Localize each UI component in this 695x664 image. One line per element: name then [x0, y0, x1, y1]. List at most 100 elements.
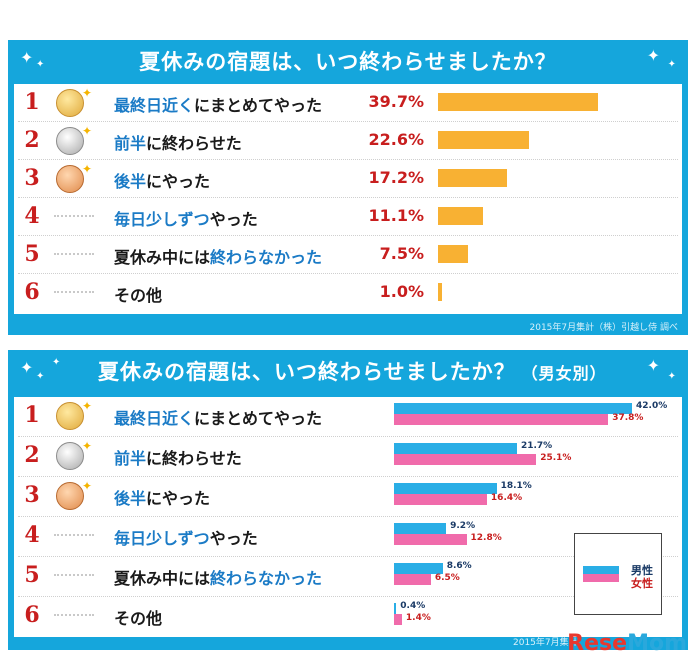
answer-label-post: やった — [209, 210, 258, 229]
chart-row: 3 ✦ 後半にやった 17.2% — [14, 160, 682, 198]
answer-label: その他 — [114, 605, 162, 629]
row-separator — [18, 516, 678, 517]
rank-number: 3 — [24, 165, 40, 191]
bar-male — [394, 603, 397, 614]
bar — [438, 169, 508, 187]
answer-label-pre: その他 — [114, 286, 163, 305]
rank-dots — [54, 614, 94, 616]
bar-male — [394, 443, 517, 454]
answer-label-pre: その他 — [114, 609, 163, 628]
rank-number: 2 — [24, 127, 40, 153]
value-label-male: 21.7% — [520, 441, 553, 451]
bar-female — [394, 414, 609, 425]
footnote: 2015年7月集計（株）引越し侍 調べ — [529, 323, 679, 333]
sparkle-icon: ✦ — [20, 48, 34, 67]
value-label-female: 6.5% — [434, 573, 460, 583]
answer-label-post: に終わらせた — [146, 134, 242, 153]
answer-label: 後半にやった — [114, 485, 210, 509]
answer-label-highlight: 終わらなかった — [210, 248, 323, 267]
star-icon: ✦ — [82, 124, 93, 138]
answer-label: 後半にやった — [114, 168, 210, 192]
rank-number: 6 — [24, 279, 40, 305]
answer-label: 毎日少しずつやった — [114, 525, 258, 549]
medal-icon — [56, 442, 84, 470]
rank-number: 6 — [24, 602, 40, 628]
answer-label-highlight: 後半 — [114, 489, 147, 508]
star-icon: ✦ — [82, 439, 93, 453]
legend-swatch-female — [583, 574, 619, 582]
value-label-male: 18.1% — [500, 481, 532, 491]
chart-row: 5 夏休み中には終わらなかった 7.5% — [14, 236, 682, 274]
bar-male — [394, 523, 447, 534]
row-separator — [18, 436, 678, 437]
chart-body: 1 ✦ 最終日近くにまとめてやった 42.0% 37.8% 2 ✦ 前半に終わらせた 21.7%… — [14, 397, 682, 637]
answer-label: 前半に終わらせた — [114, 130, 242, 154]
chart-panel-overall: ✦ ✦ ✦ ✦ 夏休みの宿題は、いつ終わらせましたか？ 1 ✦ 最終日近くにまとめて… — [8, 40, 688, 335]
answer-label-post: やった — [209, 529, 258, 548]
chart-row: 1 ✦ 最終日近くにまとめてやった 39.7% — [14, 84, 682, 122]
row-separator — [18, 556, 678, 557]
row-separator — [18, 235, 678, 236]
answer-label: 前半に終わらせた — [114, 445, 242, 469]
bar-male — [394, 563, 443, 574]
chart-row: 6 その他 1.0% — [14, 274, 682, 312]
answer-label-highlight: 毎日少しずつ — [114, 210, 210, 229]
rank-number: 1 — [24, 89, 40, 115]
bar-female — [394, 494, 487, 505]
answer-label-highlight: 前半 — [114, 449, 147, 468]
row-separator — [18, 197, 678, 198]
value-label-female: 12.8% — [470, 533, 502, 543]
chart-title-main: 夏休みの宿題は、いつ終わらせましたか？ — [98, 360, 516, 384]
answer-label-highlight: 終わらなかった — [210, 569, 323, 588]
value-label-female: 1.4% — [405, 613, 431, 623]
sparkle-icon: ✦ — [667, 59, 676, 70]
sparkle-icon: ✦ — [36, 59, 45, 70]
row-separator — [18, 476, 678, 477]
answer-label-post: に終わらせた — [146, 449, 242, 468]
bar-female — [394, 574, 431, 585]
bar-male — [394, 403, 632, 414]
percent-label: 11.1% — [368, 206, 424, 225]
legend-swatch-male — [583, 566, 619, 574]
sparkle-icon: ✦ — [52, 357, 61, 368]
row-separator — [18, 596, 678, 597]
answer-label-highlight: 最終日近く — [114, 409, 195, 428]
row-separator — [18, 121, 678, 122]
row-separator — [18, 159, 678, 160]
answer-label-post: にやった — [146, 172, 211, 191]
sparkle-icon: ✦ — [646, 356, 660, 375]
answer-label-highlight: 毎日少しずつ — [114, 529, 210, 548]
rank-number: 2 — [24, 442, 40, 468]
answer-label: 毎日少しずつやった — [114, 206, 258, 230]
chart-row: 4 毎日少しずつやった 9.2% 12.8% — [14, 517, 682, 557]
medal-icon — [56, 89, 84, 117]
logo-part-2: Mom — [627, 631, 687, 656]
rank-dots — [54, 253, 94, 255]
answer-label-pre: 夏休み中には — [114, 569, 211, 588]
medal-icon — [56, 127, 84, 155]
answer-label: 最終日近くにまとめてやった — [114, 92, 322, 116]
rank-number: 1 — [24, 402, 40, 428]
value-label-female: 25.1% — [540, 453, 572, 463]
chart-legend: 男性 女性 — [574, 533, 662, 615]
rank-number: 4 — [24, 203, 40, 229]
star-icon: ✦ — [82, 479, 93, 493]
answer-label-post: にまとめてやった — [194, 96, 323, 115]
sparkle-icon: ✦ — [20, 358, 34, 377]
chart-row: 2 ✦ 前半に終わらせた 21.7% 25.1% — [14, 437, 682, 477]
answer-label-post: にやった — [146, 489, 211, 508]
answer-label-highlight: 前半 — [114, 134, 147, 153]
value-label-male: 42.0% — [636, 401, 668, 411]
rank-number: 4 — [24, 522, 40, 548]
medal-icon — [56, 482, 84, 510]
sparkle-icon: ✦ — [646, 46, 660, 65]
answer-label: その他 — [114, 282, 162, 306]
star-icon: ✦ — [82, 86, 93, 100]
bar — [438, 131, 530, 149]
chart-row: 1 ✦ 最終日近くにまとめてやった 42.0% 37.8% — [14, 397, 682, 437]
chart-row: 6 その他 0.4% 1.4% — [14, 597, 682, 637]
answer-label-highlight: 最終日近く — [114, 96, 195, 115]
bar-female — [394, 534, 467, 545]
sparkle-icon: ✦ — [36, 371, 45, 382]
answer-label-post: にまとめてやった — [194, 409, 323, 428]
